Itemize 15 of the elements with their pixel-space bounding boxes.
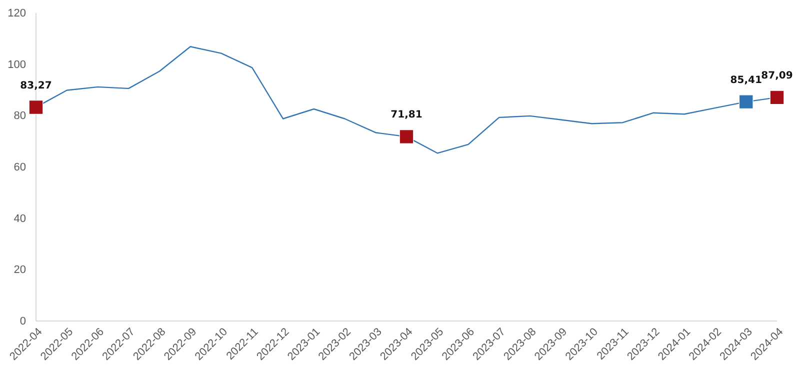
data-label: 83,27 [20,80,52,92]
point [28,100,44,114]
y-tick-label: 20 [14,264,26,276]
point [399,129,414,144]
data-label: 71,81 [390,110,422,121]
y-tick-label: 80 [14,110,26,122]
data-label: 85,41 [730,74,762,86]
y-tick-label: 0 [20,316,26,328]
y-tick-label: 120 [8,8,26,20]
data-label: 87,09 [761,70,793,82]
point [738,94,754,109]
y-tick-label: 100 [8,58,26,71]
point [770,90,784,105]
y-tick-label: 40 [14,212,26,225]
y-tick-label: 60 [14,162,26,174]
